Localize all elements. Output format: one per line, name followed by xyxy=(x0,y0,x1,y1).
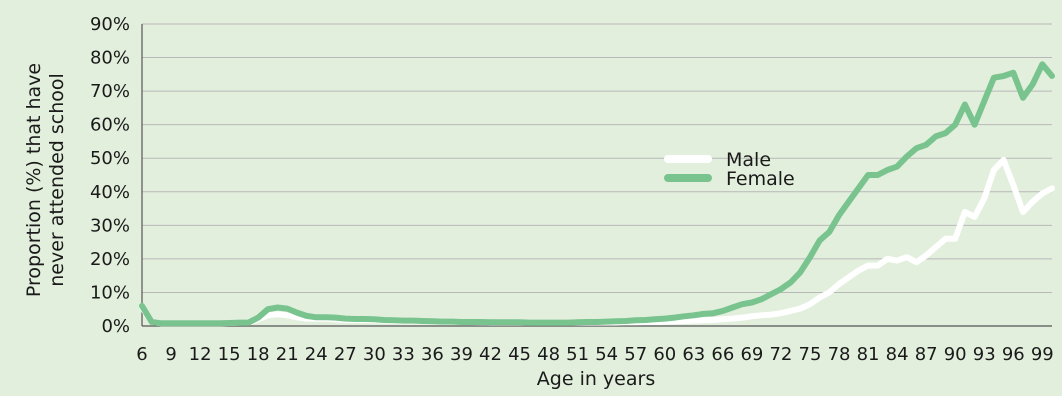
x-tick-label: 81 xyxy=(857,344,880,365)
legend-label-male: Male xyxy=(726,149,771,171)
x-tick-label: 9 xyxy=(165,344,176,365)
x-tick-label: 21 xyxy=(276,344,299,365)
x-tick-label: 42 xyxy=(479,344,502,365)
x-tick-label: 12 xyxy=(189,344,212,365)
x-tick-label: 78 xyxy=(828,344,851,365)
legend-label-female: Female xyxy=(726,168,795,190)
x-tick-label: 30 xyxy=(363,344,386,365)
y-tick-label: 70% xyxy=(90,81,130,102)
x-tick-label: 63 xyxy=(682,344,705,365)
x-tick-label: 75 xyxy=(799,344,822,365)
x-tick-label: 84 xyxy=(886,344,909,365)
axes xyxy=(141,24,1052,327)
y-axis-title-line-2: never attended school xyxy=(46,73,68,287)
x-tick-labels: 6 9 12 15 18 21 24 27 30 33 36 39 42 45 48 51 54 57 60 63 66… xyxy=(136,344,1053,365)
y-axis-title-line-1: Proportion (%) that have xyxy=(23,63,45,297)
x-tick-label: 99 xyxy=(1031,344,1054,365)
grid-lines xyxy=(142,23,1052,293)
y-tick-label: 20% xyxy=(90,249,130,270)
series-line-female xyxy=(139,61,1055,327)
y-tick-label: 40% xyxy=(90,182,130,203)
y-tick-label: 30% xyxy=(90,215,130,236)
y-tick-label: 10% xyxy=(90,282,130,303)
x-axis-title: Age in years xyxy=(537,368,655,390)
x-tick-label: 69 xyxy=(740,344,763,365)
x-tick-label: 57 xyxy=(624,344,647,365)
x-tick-label: 51 xyxy=(566,344,589,365)
legend: Male Female xyxy=(664,149,795,190)
y-tick-label: 50% xyxy=(90,148,130,169)
x-tick-label: 45 xyxy=(508,344,531,365)
x-tick-label: 39 xyxy=(450,344,473,365)
x-tick-label: 33 xyxy=(392,344,415,365)
x-tick-label: 54 xyxy=(595,344,618,365)
y-tick-label: 90% xyxy=(90,14,130,35)
x-tick-label: 90 xyxy=(944,344,967,365)
series-line-male xyxy=(139,156,1055,327)
x-tick-label: 36 xyxy=(421,344,444,365)
x-tick-label: 15 xyxy=(218,344,241,365)
x-tick-label: 24 xyxy=(305,344,328,365)
series-lines xyxy=(139,61,1055,327)
y-tick-label: 0% xyxy=(101,316,130,337)
x-tick-label: 96 xyxy=(1002,344,1025,365)
x-tick-label: 72 xyxy=(769,344,792,365)
x-tick-label: 93 xyxy=(973,344,996,365)
x-tick-label: 18 xyxy=(247,344,270,365)
x-tick-label: 66 xyxy=(711,344,734,365)
y-tick-labels: 0% 10% 20% 30% 40% 50% 60% 70% 80% 90% xyxy=(90,14,130,337)
x-tick-label: 27 xyxy=(334,344,357,365)
x-tick-label: 48 xyxy=(537,344,560,365)
x-tick-label: 6 xyxy=(136,344,147,365)
y-tick-label: 80% xyxy=(90,48,130,69)
x-tick-label: 60 xyxy=(653,344,676,365)
y-tick-label: 60% xyxy=(90,115,130,136)
x-tick-label: 87 xyxy=(915,344,938,365)
